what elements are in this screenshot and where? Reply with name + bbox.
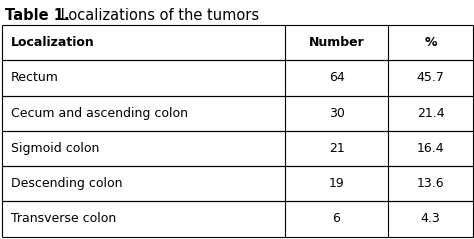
Text: 21.4: 21.4 (417, 107, 445, 120)
Text: Sigmoid colon: Sigmoid colon (11, 142, 99, 155)
Text: 13.6: 13.6 (417, 177, 445, 190)
Text: 30: 30 (328, 107, 345, 120)
Text: 4.3: 4.3 (421, 212, 440, 225)
Text: 64: 64 (328, 71, 345, 84)
Text: 16.4: 16.4 (417, 142, 445, 155)
Text: Rectum: Rectum (11, 71, 59, 84)
Text: 6: 6 (333, 212, 340, 225)
Text: Localizations of the tumors: Localizations of the tumors (56, 8, 259, 23)
Text: 21: 21 (328, 142, 345, 155)
Text: Number: Number (309, 36, 365, 49)
Text: Localization: Localization (11, 36, 95, 49)
Text: 45.7: 45.7 (417, 71, 445, 84)
Text: Table 1.: Table 1. (5, 8, 69, 23)
Text: %: % (424, 36, 437, 49)
Text: 19: 19 (328, 177, 345, 190)
Text: Cecum and ascending colon: Cecum and ascending colon (11, 107, 188, 120)
Text: Descending colon: Descending colon (11, 177, 122, 190)
Text: Transverse colon: Transverse colon (11, 212, 116, 225)
